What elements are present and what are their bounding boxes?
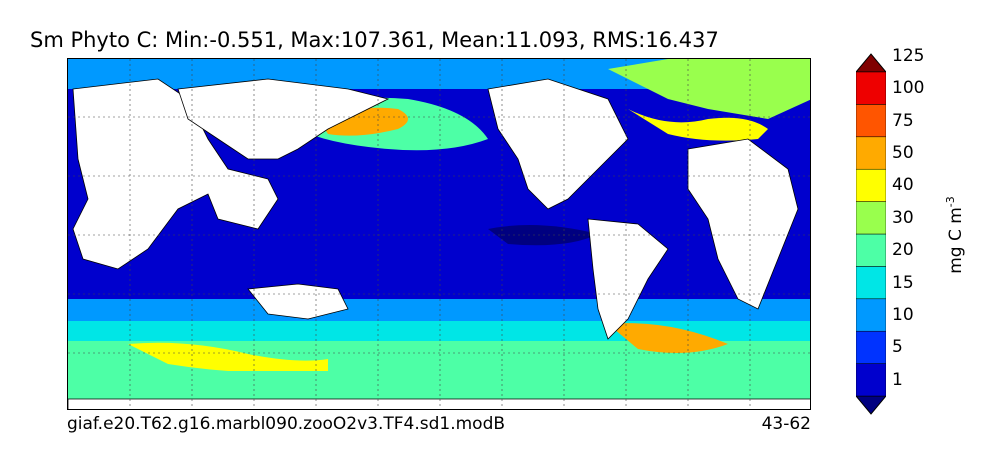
colorbar-tick-label: 20 xyxy=(892,240,914,261)
graticule xyxy=(68,59,810,409)
colorbar-segment xyxy=(856,71,886,105)
colorbar-tick-label: 15 xyxy=(892,272,914,293)
north-atlantic-yellow xyxy=(628,109,768,141)
map-canvas xyxy=(68,59,810,409)
north-america xyxy=(487,78,629,210)
colorbar-segment xyxy=(856,136,886,170)
colorbar-segment xyxy=(856,168,886,202)
southern-yellow-west xyxy=(128,342,328,373)
colorbar-segment xyxy=(856,104,886,138)
year-range: 43-62 xyxy=(761,414,811,434)
colorbar-tick-label: 75 xyxy=(892,110,914,131)
global-map xyxy=(67,58,811,410)
units-exponent: -3 xyxy=(944,196,958,208)
case-name: giaf.e20.T62.g16.marbl090.zooO2v3.TF4.sd… xyxy=(67,414,506,434)
colorbar-tick-label: 1 xyxy=(892,369,903,390)
colorbar-segment xyxy=(856,363,886,397)
colorbar-tick-label: 10 xyxy=(892,305,914,325)
colorbar-tick-label: 5 xyxy=(892,337,903,358)
africa xyxy=(687,138,799,310)
colorbar-segment xyxy=(856,201,886,235)
colorbar-segment xyxy=(856,298,886,332)
colorbar-tick-label: 30 xyxy=(892,207,914,228)
southern-orange-east xyxy=(608,323,728,353)
antarctica xyxy=(68,398,810,409)
southern-band-1 xyxy=(68,299,810,321)
eurasia xyxy=(177,78,390,160)
south-america xyxy=(587,218,669,340)
units-base: mg C m xyxy=(945,207,966,274)
colorbar-segment xyxy=(856,266,886,300)
colorbar-segment xyxy=(856,233,886,267)
colorbar-segment xyxy=(856,330,886,364)
australia xyxy=(247,283,349,320)
africa-eurasia-west xyxy=(72,78,279,270)
colorbar-tick-label: 125 xyxy=(892,45,925,66)
colorbar-tick-label: 100 xyxy=(892,78,925,99)
colorbar-tick-label: 50 xyxy=(892,143,914,163)
north-atlantic-high xyxy=(608,59,810,119)
colorbar-tick-label: 40 xyxy=(892,175,914,196)
colorbar xyxy=(856,53,886,415)
map-title: Sm Phyto C: Min:-0.551, Max:107.361, Mea… xyxy=(30,28,719,52)
colorbar-extend-min xyxy=(856,395,886,415)
colorbar-units: mg C m-3 xyxy=(944,196,966,274)
colorbar-extend-max xyxy=(856,53,886,73)
